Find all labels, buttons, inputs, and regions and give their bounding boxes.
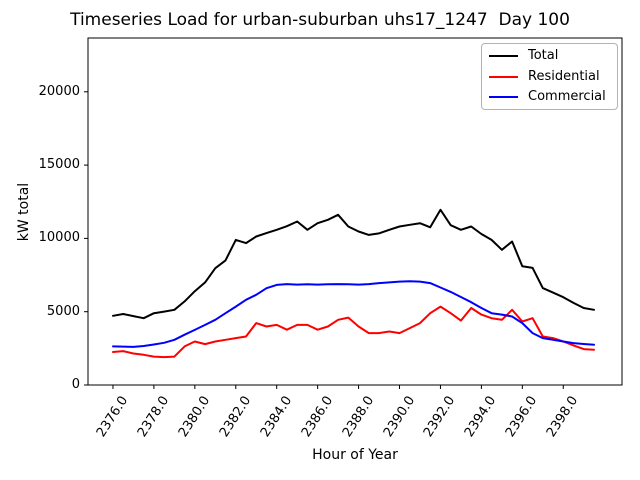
legend-line-commercial-icon [489, 95, 518, 98]
chart-title: Timeseries Load for urban-suburban uhs17… [70, 10, 570, 30]
axes-frame [87, 37, 623, 386]
y-tick-label: 5000 [46, 303, 80, 319]
series-line-commercial [112, 280, 595, 348]
y-axis-label: kW total [16, 182, 32, 242]
legend: Total Residential Commercial [481, 43, 618, 110]
legend-label-residential: Residential [528, 68, 600, 84]
legend-line-total-icon [489, 55, 518, 58]
legend-label-commercial: Commercial [528, 88, 606, 104]
legend-item-total: Total [482, 46, 617, 66]
y-tick-label: 15000 [38, 157, 80, 173]
legend-item-residential: Residential [482, 67, 617, 87]
legend-item-commercial: Commercial [482, 87, 617, 107]
legend-label-total: Total [528, 48, 559, 64]
series-line-residential [112, 305, 595, 359]
y-tick-label: 20000 [38, 83, 80, 99]
y-tick-label: 0 [71, 377, 80, 392]
legend-line-residential-icon [489, 75, 518, 78]
x-axis-label: Hour of Year [312, 447, 398, 463]
y-tick-label: 10000 [38, 230, 80, 246]
series-line-total [112, 208, 595, 320]
